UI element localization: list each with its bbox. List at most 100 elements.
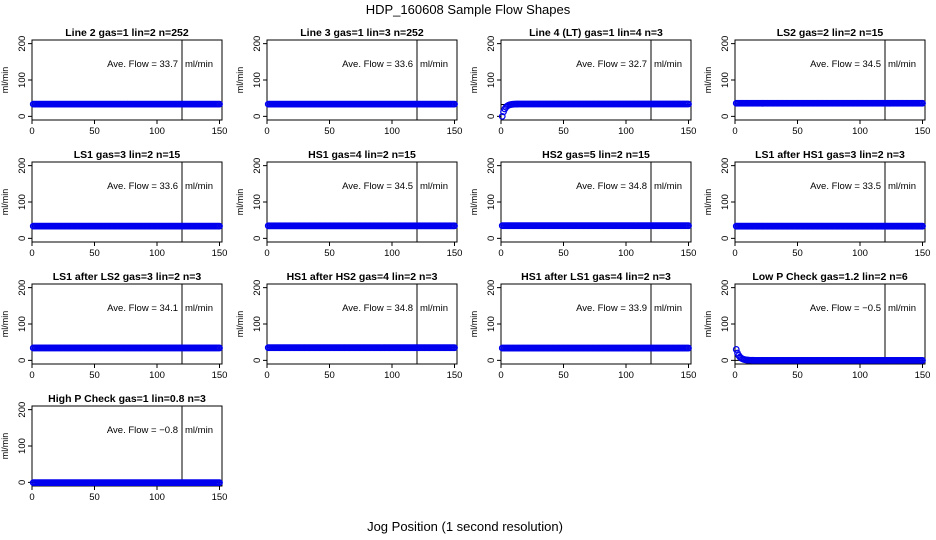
x-tick-label: 0 [498, 248, 503, 259]
ave-flow-annotation: Ave. Flow = 34.8 [342, 303, 413, 314]
x-tick-label: 0 [732, 126, 737, 137]
x-tick-label: 100 [149, 126, 165, 137]
data-points [732, 99, 926, 107]
y-axis-label: ml/min [0, 311, 10, 338]
data-points [264, 344, 458, 352]
x-tick-label: 50 [89, 126, 100, 137]
y-axis-label: ml/min [0, 189, 10, 216]
x-tick-label: 0 [732, 248, 737, 259]
ave-flow-annotation: Ave. Flow = 33.6 [342, 59, 413, 70]
data-point [216, 479, 223, 487]
data-point [919, 222, 926, 230]
y-axis-label: ml/min [0, 433, 10, 460]
x-tick-label: 0 [264, 126, 269, 137]
y-tick-label: 200 [720, 158, 731, 174]
x-tick-label: 50 [792, 248, 803, 259]
plot-frame [31, 405, 223, 487]
x-tick-label: 150 [915, 370, 931, 381]
data-points [29, 222, 223, 230]
x-tick-label: 150 [212, 248, 228, 259]
x-tick-label: 50 [558, 248, 569, 259]
x-tick-label: 50 [324, 126, 335, 137]
x-tick-label: 50 [324, 370, 335, 381]
x-tick-label: 50 [89, 248, 100, 259]
ave-flow-annotation: Ave. Flow = 32.7 [576, 59, 647, 70]
panel-title: Low P Check gas=1.2 lin=2 n=6 [752, 271, 907, 283]
data-points [498, 222, 692, 230]
y-tick-label: 100 [720, 72, 731, 88]
data-point [451, 100, 458, 108]
x-tick-label: 100 [618, 370, 634, 381]
y-axis-label: ml/min [469, 67, 479, 94]
y-tick-label: 100 [486, 194, 497, 210]
x-tick-label: 150 [212, 370, 228, 381]
y-tick-label: 0 [720, 236, 731, 241]
data-point [685, 344, 692, 352]
x-tick-label: 100 [384, 370, 400, 381]
panel-11: HS1 after LS1 gas=4 lin=2 n=3 ml/min 0 100 2… [469, 271, 696, 381]
y-tick-label: 0 [17, 358, 28, 363]
data-points [29, 344, 223, 352]
plot-frame [266, 39, 458, 121]
y-tick-label: 0 [486, 236, 497, 241]
panel-6: HS1 gas=4 lin=2 n=15 ml/min 0 100 200 0 50 100 1… [235, 149, 462, 259]
panel-title: LS1 after HS1 gas=3 lin=2 n=3 [755, 149, 905, 161]
x-tick-label: 100 [149, 248, 165, 259]
y-tick-label: 100 [252, 316, 263, 332]
y-tick-label: 0 [252, 236, 263, 241]
x-tick-label: 100 [618, 248, 634, 259]
panel-title: HS1 after HS2 gas=4 lin=2 n=3 [287, 271, 438, 283]
x-tick-label: 150 [915, 126, 931, 137]
y-tick-label: 200 [720, 280, 731, 296]
x-tick-label: 150 [681, 248, 697, 259]
y-tick-label: 0 [17, 480, 28, 485]
y-axis-label: ml/min [0, 67, 10, 94]
panel-3: Line 4 (LT) gas=1 lin=4 n=3 ml/min 0 100 200… [469, 27, 696, 137]
panel-title: Line 3 gas=1 lin=3 n=252 [300, 27, 424, 39]
x-tick-label: 50 [89, 370, 100, 381]
y-tick-label: 200 [17, 36, 28, 52]
ave-flow-unit: ml/min [654, 303, 682, 314]
x-tick-label: 100 [852, 126, 868, 137]
y-tick-label: 100 [720, 316, 731, 332]
y-tick-label: 0 [17, 114, 28, 119]
x-tick-label: 0 [732, 370, 737, 381]
panel-8: LS1 after HS1 gas=3 lin=2 n=3 ml/min 0 100 2… [703, 149, 930, 259]
panel-title: HS1 after LS1 gas=4 lin=2 n=3 [521, 271, 671, 283]
ave-flow-unit: ml/min [420, 303, 448, 314]
data-point [216, 222, 223, 230]
ave-flow-unit: ml/min [654, 181, 682, 192]
x-tick-label: 150 [447, 126, 463, 137]
y-tick-label: 100 [252, 194, 263, 210]
panel-title: HS2 gas=5 lin=2 n=15 [542, 149, 650, 161]
ave-flow-annotation: Ave. Flow = 33.5 [810, 181, 881, 192]
ave-flow-annotation: Ave. Flow = 34.5 [342, 181, 413, 192]
x-tick-label: 50 [792, 370, 803, 381]
y-tick-label: 0 [17, 236, 28, 241]
ave-flow-unit: ml/min [654, 59, 682, 70]
panel-title: Line 2 gas=1 lin=2 n=252 [65, 27, 189, 39]
panel-title: LS2 gas=2 lin=2 n=15 [777, 27, 884, 39]
data-point [216, 344, 223, 352]
data-points [732, 346, 926, 364]
y-axis-label: ml/min [703, 311, 713, 338]
ave-flow-unit: ml/min [420, 59, 448, 70]
y-tick-label: 200 [17, 280, 28, 296]
ave-flow-annotation: Ave. Flow = 34.8 [576, 181, 647, 192]
y-tick-label: 200 [486, 280, 497, 296]
data-point [732, 346, 740, 353]
y-tick-label: 100 [486, 72, 497, 88]
plot-frame [500, 161, 692, 243]
y-tick-label: 100 [720, 194, 731, 210]
ave-flow-unit: ml/min [185, 181, 213, 192]
y-tick-label: 0 [720, 358, 731, 363]
figure-title: HDP_160608 Sample Flow Shapes [366, 2, 571, 17]
ave-flow-annotation: Ave. Flow = 34.1 [107, 303, 178, 314]
y-tick-label: 200 [252, 158, 263, 174]
ave-flow-unit: ml/min [185, 425, 213, 436]
plot-frame [266, 161, 458, 243]
x-tick-label: 0 [498, 126, 503, 137]
x-tick-label: 50 [89, 492, 100, 503]
y-tick-label: 0 [720, 114, 731, 119]
